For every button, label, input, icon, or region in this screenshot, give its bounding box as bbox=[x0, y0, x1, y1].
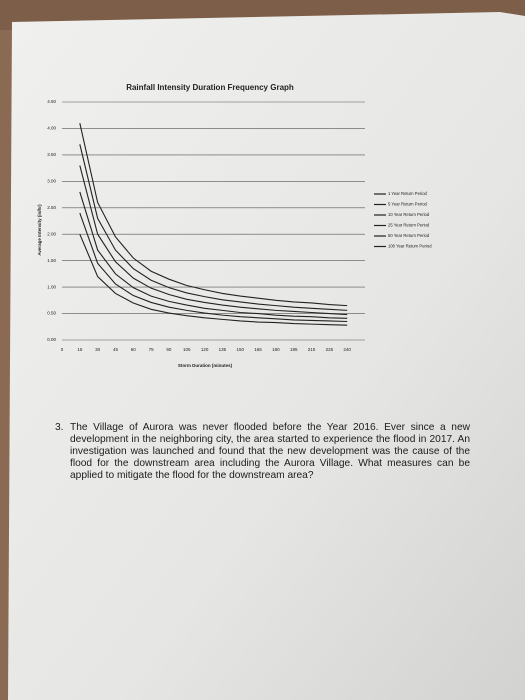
y-tick-label: 4.50 bbox=[47, 99, 56, 104]
series-line bbox=[79, 165, 348, 316]
x-tick-label: 15 bbox=[77, 347, 83, 352]
y-axis-label: Average Intensity (in/hr) bbox=[37, 204, 42, 256]
series-line bbox=[79, 191, 348, 319]
y-tick-label: 1.50 bbox=[47, 258, 56, 263]
y-tick-label: 3.50 bbox=[47, 152, 56, 157]
paper bbox=[8, 12, 525, 700]
x-tick-label: 210 bbox=[308, 347, 316, 352]
series-line bbox=[79, 234, 348, 326]
x-tick-label: 165 bbox=[254, 347, 262, 352]
legend-label: 50 Year Return Period bbox=[388, 233, 430, 238]
chart-title: Rainfall Intensity Duration Frequency Gr… bbox=[126, 83, 294, 92]
legend-label: 100 Year Return Period bbox=[388, 244, 432, 249]
x-tick-label: 0 bbox=[61, 347, 64, 352]
legend-label: 10 Year Return Period bbox=[388, 212, 430, 217]
x-tick-label: 225 bbox=[326, 347, 334, 352]
y-tick-label: 0.50 bbox=[47, 311, 56, 316]
x-tick-label: 120 bbox=[201, 347, 209, 352]
legend-label: 25 Year Return Period bbox=[388, 223, 430, 228]
y-tick-label: 0.00 bbox=[47, 337, 56, 342]
y-tick-label: 3.00 bbox=[47, 179, 56, 184]
legend-label: 1 Year Return Period bbox=[388, 191, 428, 196]
x-tick-label: 180 bbox=[272, 347, 280, 352]
x-tick-label: 150 bbox=[236, 347, 244, 352]
y-tick-label: 2.50 bbox=[47, 205, 56, 210]
x-tick-label: 135 bbox=[219, 347, 227, 352]
series-line bbox=[79, 144, 348, 311]
y-tick-label: 4.00 bbox=[47, 126, 56, 131]
question-text: The Village of Aurora was never flooded … bbox=[70, 422, 470, 481]
series-line bbox=[79, 123, 348, 307]
x-axis-label: Storm Duration (minutes) bbox=[178, 363, 233, 368]
x-tick-label: 195 bbox=[290, 347, 298, 352]
x-tick-label: 75 bbox=[149, 347, 155, 352]
y-tick-label: 2.00 bbox=[47, 231, 56, 236]
x-tick-label: 45 bbox=[113, 347, 119, 352]
x-tick-label: 30 bbox=[95, 347, 101, 352]
legend-label: 5 Year Return Period bbox=[388, 202, 428, 207]
x-tick-label: 90 bbox=[166, 347, 172, 352]
question-number: 3. bbox=[55, 422, 64, 433]
series-line bbox=[79, 212, 348, 323]
x-tick-label: 105 bbox=[183, 347, 191, 352]
y-tick-label: 1.00 bbox=[47, 284, 56, 289]
x-tick-label: 60 bbox=[131, 347, 137, 352]
x-tick-label: 240 bbox=[343, 347, 351, 352]
